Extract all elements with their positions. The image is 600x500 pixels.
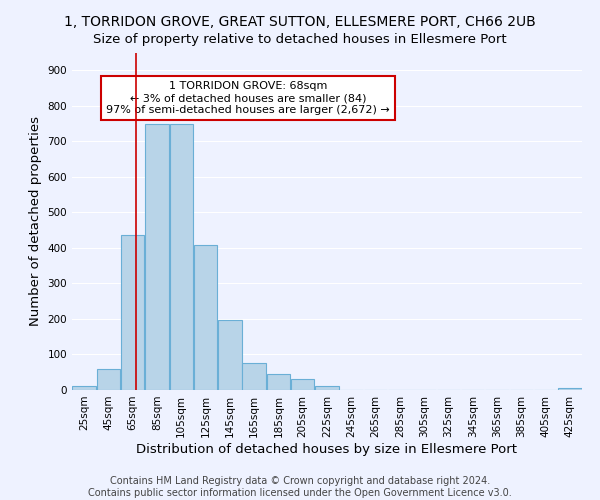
Bar xyxy=(194,245,217,390)
Bar xyxy=(558,388,581,390)
Bar xyxy=(291,380,314,390)
Bar xyxy=(242,364,266,390)
Y-axis label: Number of detached properties: Number of detached properties xyxy=(29,116,42,326)
Bar xyxy=(97,370,120,390)
Text: 1, TORRIDON GROVE, GREAT SUTTON, ELLESMERE PORT, CH66 2UB: 1, TORRIDON GROVE, GREAT SUTTON, ELLESME… xyxy=(64,15,536,29)
Text: 1 TORRIDON GROVE: 68sqm
← 3% of detached houses are smaller (84)
97% of semi-det: 1 TORRIDON GROVE: 68sqm ← 3% of detached… xyxy=(106,82,390,114)
Bar xyxy=(121,236,145,390)
Bar xyxy=(316,386,338,390)
Bar xyxy=(170,124,193,390)
Bar xyxy=(218,320,242,390)
Text: Size of property relative to detached houses in Ellesmere Port: Size of property relative to detached ho… xyxy=(93,32,507,46)
Bar xyxy=(145,124,169,390)
X-axis label: Distribution of detached houses by size in Ellesmere Port: Distribution of detached houses by size … xyxy=(137,442,517,456)
Bar xyxy=(267,374,290,390)
Text: Contains HM Land Registry data © Crown copyright and database right 2024.
Contai: Contains HM Land Registry data © Crown c… xyxy=(88,476,512,498)
Bar xyxy=(73,386,96,390)
